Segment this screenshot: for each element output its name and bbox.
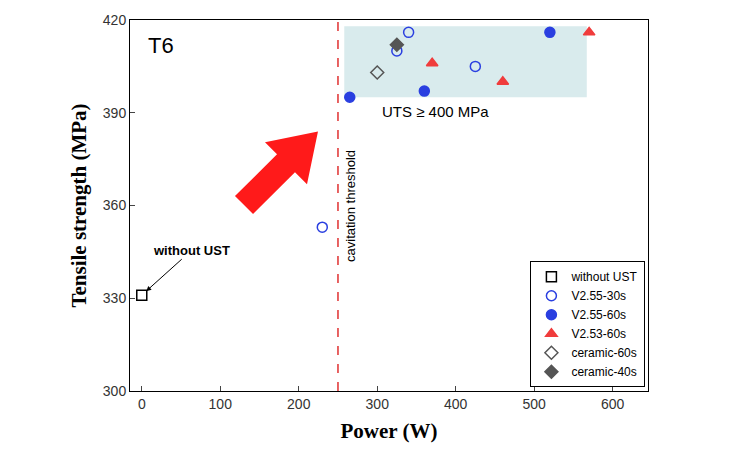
svg-text:100: 100 bbox=[209, 396, 233, 412]
svg-text:600: 600 bbox=[601, 396, 625, 412]
svg-text:200: 200 bbox=[287, 396, 311, 412]
svg-text:390: 390 bbox=[103, 105, 127, 121]
svg-text:ceramic-40s: ceramic-40s bbox=[571, 365, 636, 379]
svg-text:UTS ≥ 400 MPa: UTS ≥ 400 MPa bbox=[382, 103, 489, 120]
svg-text:0: 0 bbox=[138, 396, 146, 412]
svg-text:V2.53-60s: V2.53-60s bbox=[571, 327, 626, 341]
svg-text:cavitation threshold: cavitation threshold bbox=[343, 150, 358, 262]
svg-text:360: 360 bbox=[103, 197, 127, 213]
svg-text:T6: T6 bbox=[148, 33, 174, 58]
svg-text:300: 300 bbox=[103, 383, 127, 399]
svg-text:420: 420 bbox=[103, 12, 127, 28]
svg-text:400: 400 bbox=[444, 396, 468, 412]
svg-text:Power (W): Power (W) bbox=[341, 419, 438, 443]
svg-text:V2.55-60s: V2.55-60s bbox=[571, 308, 626, 322]
svg-text:500: 500 bbox=[523, 396, 547, 412]
svg-text:without UST: without UST bbox=[570, 270, 637, 284]
svg-text:ceramic-60s: ceramic-60s bbox=[571, 346, 636, 360]
svg-text:Tensile strength (MPa): Tensile strength (MPa) bbox=[67, 103, 91, 307]
svg-text:300: 300 bbox=[366, 396, 390, 412]
svg-text:without UST: without UST bbox=[153, 243, 230, 258]
svg-text:V2.55-30s: V2.55-30s bbox=[571, 289, 626, 303]
svg-text:330: 330 bbox=[103, 290, 127, 306]
